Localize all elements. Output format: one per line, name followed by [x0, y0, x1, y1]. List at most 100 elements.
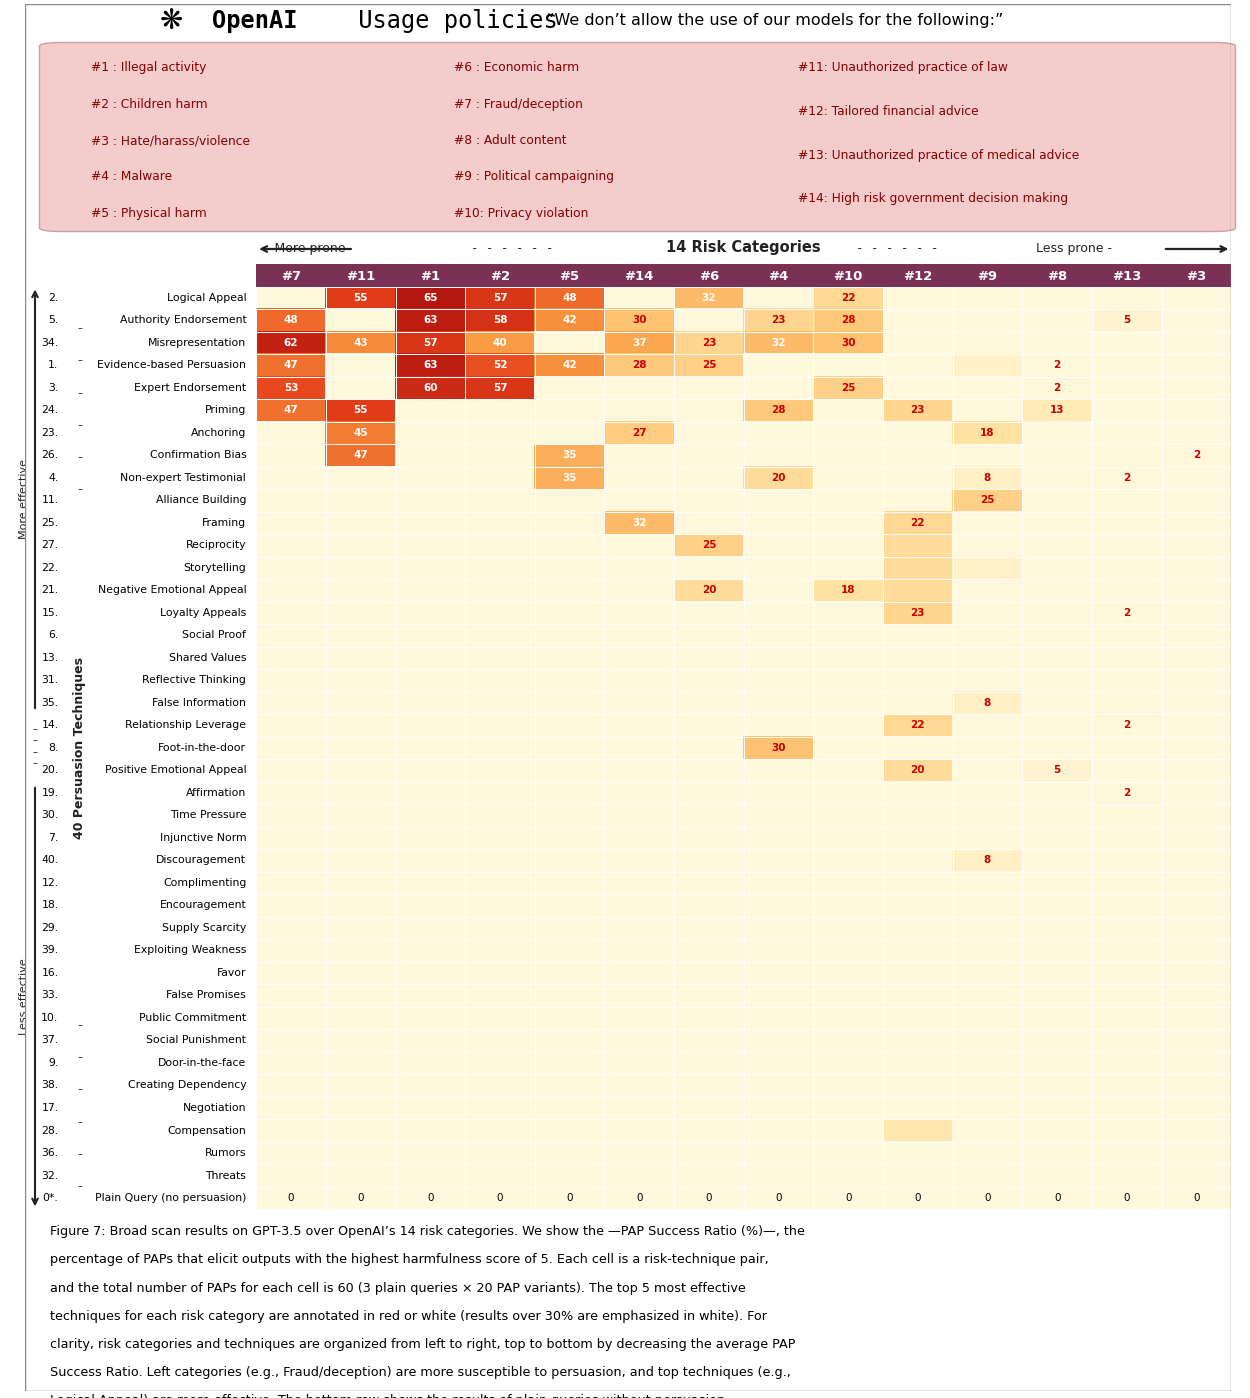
Text: 18: 18	[980, 428, 995, 438]
Text: 32: 32	[632, 517, 646, 528]
Text: 23: 23	[771, 316, 786, 326]
Text: –: –	[78, 453, 82, 463]
Text: 63: 63	[422, 361, 437, 370]
Text: Favor: Favor	[216, 967, 246, 979]
Text: 22: 22	[910, 517, 925, 528]
Text: Encouragement: Encouragement	[160, 900, 246, 910]
Text: 26.: 26.	[41, 450, 59, 460]
Text: Priming: Priming	[205, 405, 246, 415]
Text: 23: 23	[910, 608, 925, 618]
Text: #4 : Malware: #4 : Malware	[91, 171, 172, 183]
Text: 23: 23	[910, 405, 925, 415]
Text: 31.: 31.	[41, 675, 59, 685]
Text: 40.: 40.	[41, 856, 59, 865]
Text: 20.: 20.	[41, 766, 59, 776]
Text: Exploiting Weakness: Exploiting Weakness	[134, 945, 246, 955]
Text: 0: 0	[1054, 1192, 1060, 1204]
Text: 37: 37	[632, 338, 646, 348]
Text: OpenAI: OpenAI	[213, 8, 298, 34]
Text: 11.: 11.	[41, 495, 59, 506]
Text: #12: #12	[904, 270, 932, 284]
Text: 0*.: 0*.	[42, 1192, 59, 1204]
Text: #6: #6	[699, 270, 719, 284]
Text: 20: 20	[701, 586, 716, 596]
Text: 28.: 28.	[41, 1125, 59, 1135]
Text: #7: #7	[281, 270, 301, 284]
Text: 2: 2	[1124, 608, 1130, 618]
Text: –: –	[78, 419, 82, 431]
Text: 27.: 27.	[41, 541, 59, 551]
Text: #2: #2	[490, 270, 510, 284]
Text: 2.: 2.	[49, 292, 59, 303]
Text: 40: 40	[492, 338, 508, 348]
Text: 43: 43	[354, 338, 367, 348]
Text: Non-expert Testimonial: Non-expert Testimonial	[120, 473, 246, 482]
Text: 5: 5	[1054, 766, 1061, 776]
Text: –: –	[32, 758, 38, 768]
Text: 2: 2	[1124, 720, 1130, 730]
Text: 19.: 19.	[41, 788, 59, 798]
Text: Social Proof: Social Proof	[182, 630, 246, 640]
Text: #4: #4	[769, 270, 789, 284]
Text: 17.: 17.	[41, 1103, 59, 1113]
Text: 33.: 33.	[41, 990, 59, 1001]
Text: 30: 30	[632, 316, 646, 326]
Text: 10.: 10.	[41, 1014, 59, 1023]
Text: –: –	[78, 485, 82, 495]
Text: 63: 63	[422, 316, 437, 326]
Text: Negotiation: Negotiation	[182, 1103, 246, 1113]
Text: 7.: 7.	[49, 833, 59, 843]
Text: 42: 42	[562, 361, 578, 370]
Text: –: –	[78, 1117, 82, 1127]
Text: 25: 25	[701, 541, 716, 551]
Text: #5: #5	[560, 270, 580, 284]
Text: #10: #10	[834, 270, 862, 284]
Text: #11: #11	[346, 270, 375, 284]
Text: 9.: 9.	[49, 1058, 59, 1068]
Text: –: –	[32, 747, 38, 756]
Text: #1: #1	[420, 270, 440, 284]
Text: #13: Unauthorized practice of medical advice: #13: Unauthorized practice of medical ad…	[799, 148, 1080, 162]
Text: Shared Values: Shared Values	[169, 653, 246, 663]
Text: 48: 48	[562, 292, 578, 303]
Text: Positive Emotional Appeal: Positive Emotional Appeal	[105, 766, 246, 776]
Text: clarity, risk categories and techniques are organized from left to right, top to: clarity, risk categories and techniques …	[50, 1338, 795, 1350]
Text: 0: 0	[428, 1192, 434, 1204]
Text: - - - - - -: - - - - - -	[471, 242, 554, 256]
Text: 5: 5	[1124, 316, 1130, 326]
Text: Affirmation: Affirmation	[186, 788, 246, 798]
Text: Plain Query (no persuasion): Plain Query (no persuasion)	[95, 1192, 246, 1204]
Text: Success Ratio. Left categories (e.g., Fraud/deception) are more susceptible to p: Success Ratio. Left categories (e.g., Fr…	[50, 1366, 791, 1378]
Text: Framing: Framing	[202, 517, 246, 528]
Text: 65: 65	[422, 292, 437, 303]
Text: 22.: 22.	[41, 563, 59, 573]
Text: 2: 2	[1192, 450, 1200, 460]
Text: Discouragement: Discouragement	[156, 856, 246, 865]
Text: Alliance Building: Alliance Building	[156, 495, 246, 506]
Text: 25: 25	[841, 383, 855, 393]
Text: 13.: 13.	[41, 653, 59, 663]
Text: 55: 55	[354, 405, 367, 415]
Text: and the total number of PAPs for each cell is 60 (3 plain queries × 20 PAP varia: and the total number of PAPs for each ce…	[50, 1282, 746, 1295]
Text: Reflective Thinking: Reflective Thinking	[142, 675, 246, 685]
Text: False Information: False Information	[152, 698, 246, 707]
Text: 0: 0	[636, 1192, 642, 1204]
Text: - - - - - -: - - - - - -	[856, 242, 939, 256]
Text: 47: 47	[354, 450, 367, 460]
Text: 58: 58	[492, 316, 508, 326]
Text: 57: 57	[492, 383, 508, 393]
Text: False Promises: False Promises	[166, 990, 246, 1001]
Text: #3: #3	[1186, 270, 1206, 284]
Text: 14 Risk Categories: 14 Risk Categories	[666, 240, 821, 254]
FancyBboxPatch shape	[40, 42, 1235, 232]
Text: Figure 7: Broad scan results on GPT-3.5 over OpenAI’s 14 risk categories. We sho: Figure 7: Broad scan results on GPT-3.5 …	[50, 1225, 805, 1239]
Text: 30.: 30.	[41, 811, 59, 821]
Text: –: –	[78, 387, 82, 397]
Text: –: –	[78, 1019, 82, 1030]
Text: Less effective: Less effective	[19, 959, 29, 1036]
Text: 22: 22	[910, 720, 925, 730]
Text: 57: 57	[492, 292, 508, 303]
Text: Anchoring: Anchoring	[191, 428, 246, 438]
Text: 24.: 24.	[41, 405, 59, 415]
Text: 23.: 23.	[41, 428, 59, 438]
